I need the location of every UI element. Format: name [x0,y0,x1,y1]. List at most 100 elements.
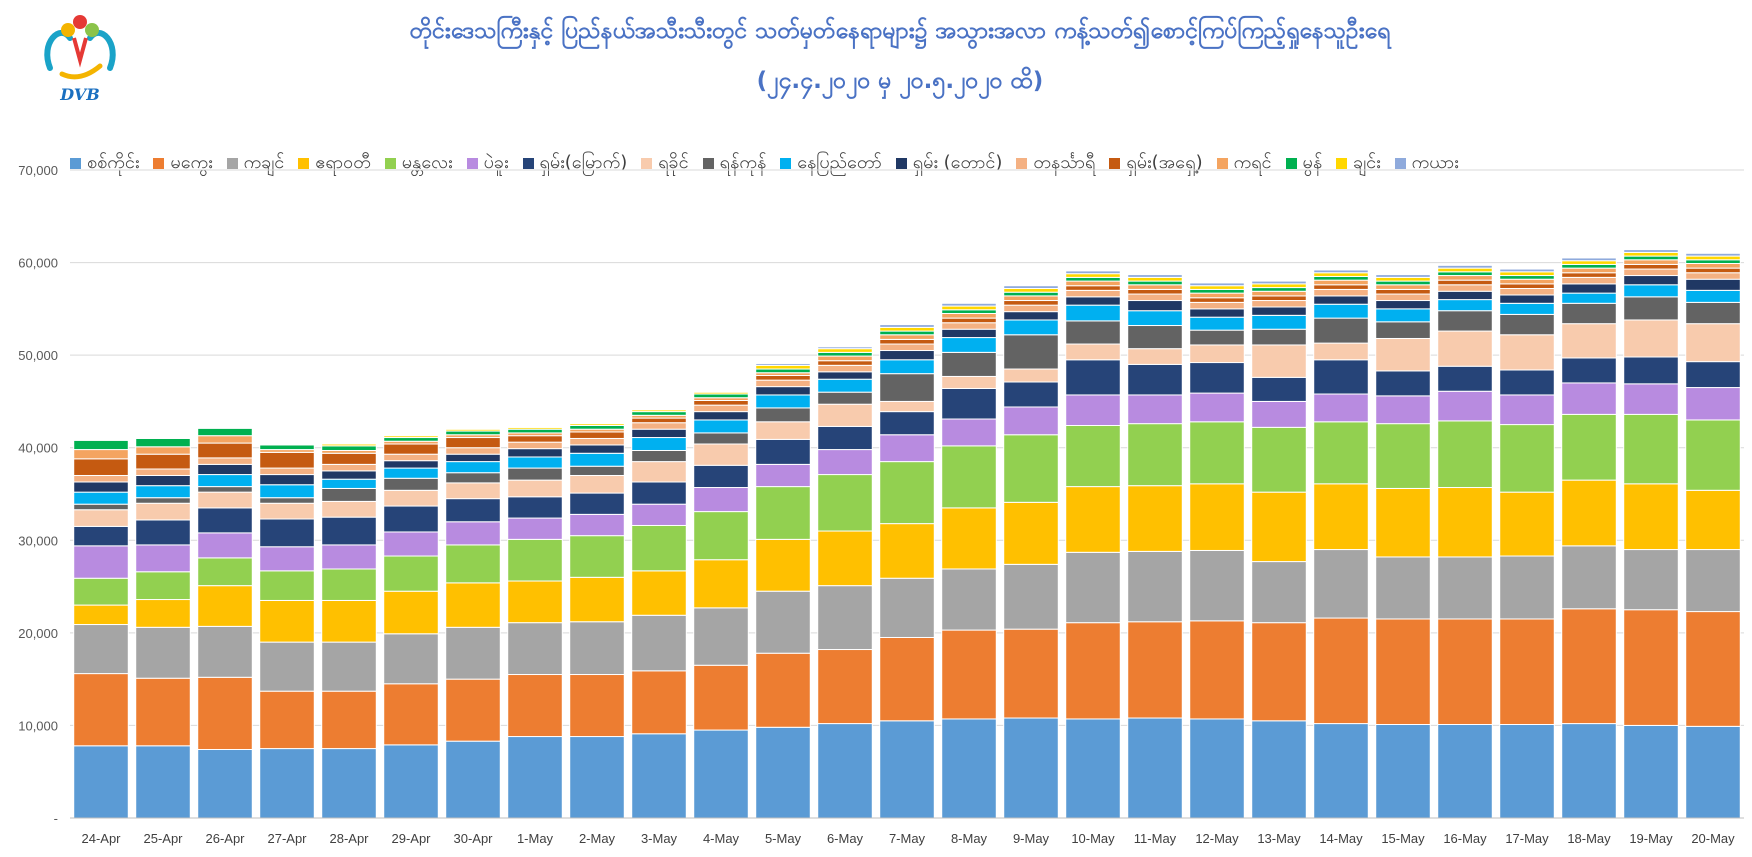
bar-segment [1561,272,1617,278]
bar-segment [879,411,935,436]
bar-segment [1189,620,1245,720]
bar-segment [135,544,191,573]
bar-segment [259,748,315,819]
bar-segment [1313,288,1369,297]
bar-segment [1251,295,1307,302]
y-tick-label: 20,000 [18,626,58,641]
bar-segment [1499,724,1555,819]
legend-swatch [780,157,792,169]
bar-segment [1189,329,1245,346]
bar-segment [1003,295,1059,302]
legend-label: ချင်း [1353,151,1381,173]
x-tick-label: 12-May [1195,831,1239,846]
bar-segment [135,485,191,499]
bar-segment [321,748,377,819]
bar-segment [1127,717,1183,819]
bar-segment [73,437,129,440]
bar-segment [1313,269,1369,274]
bar-segment [445,447,501,455]
bar-segment [755,463,811,488]
bar-segment [879,359,935,375]
legend-swatch [641,157,653,169]
x-tick-label: 17-May [1505,831,1549,846]
legend-item: ဧရာဝတီ [298,150,371,177]
bar-segment [1313,279,1369,286]
bar-segment [1561,545,1617,610]
bar-segment [941,312,997,319]
bar-segment [1003,319,1059,336]
bar-segment [259,474,315,486]
bar-segment [1003,381,1059,408]
bar-segment [259,444,315,451]
bar-segment [321,516,377,546]
bar-segment [197,748,253,819]
bar-segment [197,474,253,488]
bar-segment [879,461,935,525]
bar-segment [1375,370,1431,397]
bar-segment [73,491,129,505]
bar-segment [879,720,935,819]
legend-swatch [1216,157,1228,169]
x-tick-label: 29-Apr [391,831,431,846]
bar-segment [1499,302,1555,315]
bar-segment [1499,491,1555,557]
legend-item: မကွေး [153,150,213,177]
bar-segment [1313,483,1369,551]
bar-segment [817,391,873,405]
bar-segment [941,317,997,324]
bar-segment [1313,317,1369,344]
x-tick-label: 13-May [1257,831,1301,846]
bar-segment [383,744,439,819]
logo-text: DVB [59,85,100,104]
bar-segment [383,505,439,533]
bar-segment [755,375,811,381]
bar-segment [1437,264,1493,269]
bar-segment [1003,304,1059,313]
bar-segment [1065,276,1121,282]
bar-segment [445,740,501,819]
x-tick-label: 30-Apr [453,831,493,846]
bar-segment [1623,549,1679,611]
x-tick-label: 9-May [1013,831,1050,846]
bar-segment [1189,421,1245,485]
bar-segment [569,444,625,454]
bar-segment [1499,424,1555,493]
bar-segment [73,745,129,819]
legend-swatch [1285,157,1297,169]
bar-segment [445,453,501,463]
bar-segment [135,446,191,455]
bar-segment [631,524,687,572]
bar-segment [1375,293,1431,302]
bar-segment [1127,310,1183,327]
bar-segment [1003,334,1059,370]
bar-segment [879,350,935,361]
bar-segment [1251,400,1307,428]
legend-item: ကချင် [226,150,284,177]
bar-segment [507,736,563,819]
bar-segment [755,726,811,819]
bar-segment [1375,308,1431,323]
bar-segment [135,626,191,679]
bar-segment [1189,549,1245,622]
bar-segment [445,472,501,484]
bar-segment [135,497,191,504]
bar-segment [941,328,997,339]
x-tick-label: 18-May [1567,831,1611,846]
bar-segment [693,487,749,513]
bar-segment [1499,294,1555,304]
bar-segment [1437,365,1493,392]
bar-segment [197,585,253,627]
bar-segment [1561,382,1617,415]
bar-segment [197,457,253,465]
bar-segment [259,484,315,499]
bar-segment [817,474,873,532]
x-tick-label: 10-May [1071,831,1115,846]
bar-segment [1003,285,1059,289]
x-tick-label: 1-May [517,831,554,846]
x-tick-label: 3-May [641,831,678,846]
bar-segment [1685,267,1741,274]
bar-segment [1561,267,1617,274]
bar-segment [1003,406,1059,436]
bar-segment [1189,362,1245,394]
